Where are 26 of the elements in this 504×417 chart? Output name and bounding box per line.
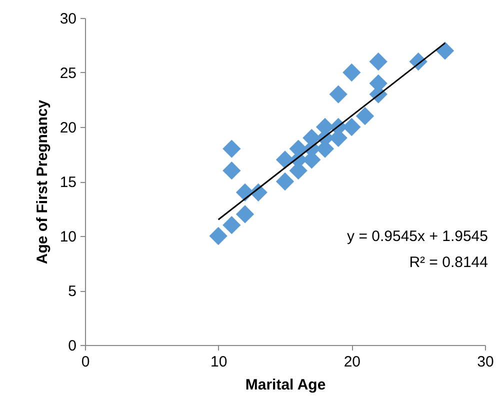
point (276, 172, 294, 191)
point (222, 140, 241, 158)
y-tick-label: 25 (60, 65, 76, 82)
y-tick-label: 20 (60, 120, 76, 136)
point (209, 226, 228, 246)
y-tick-label: 0 (68, 338, 76, 354)
point (342, 63, 361, 82)
point (436, 42, 454, 60)
x-tick-label: 30 (477, 354, 494, 370)
y-tick-label: 5 (68, 283, 76, 300)
x-tick-label: 0 (81, 354, 90, 370)
point (222, 216, 241, 234)
point (236, 205, 254, 224)
annotation: y = 0.9545x + 1.9545 (347, 228, 488, 245)
y-tick-label: 15 (60, 174, 76, 191)
point (329, 85, 348, 104)
x-tick-label: 10 (210, 354, 228, 370)
point (369, 52, 388, 71)
point (356, 107, 374, 126)
annotation: R² = 0.8144 (409, 254, 488, 271)
x-tick-label: 20 (344, 354, 361, 370)
y-tick-label: 30 (60, 10, 76, 28)
x-axis-title: Marital Age (245, 376, 326, 394)
point (222, 162, 241, 180)
y-tick-label: 10 (60, 228, 76, 246)
y-axis-title: Age of First Pregnancy (34, 99, 51, 264)
